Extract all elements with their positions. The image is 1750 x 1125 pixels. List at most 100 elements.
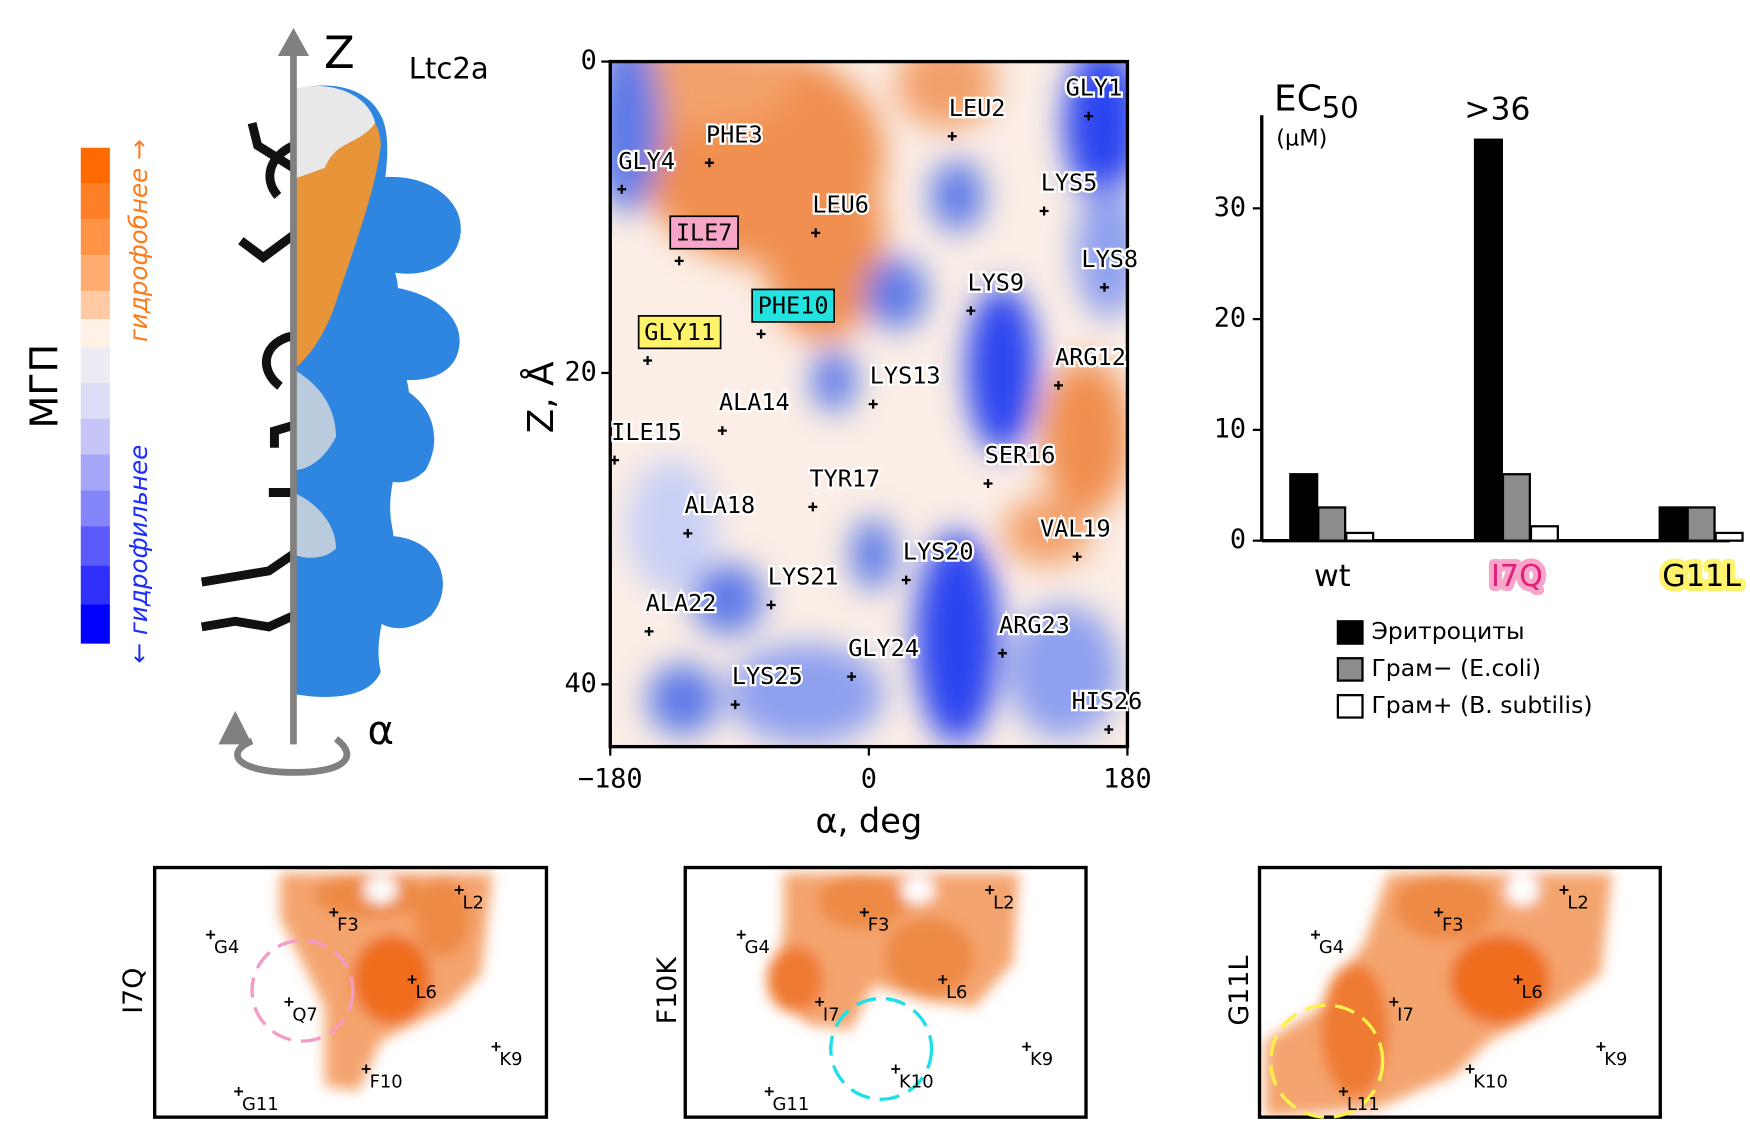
residue-label: LYS9 (967, 268, 1024, 296)
residue-label: L2 (993, 892, 1014, 913)
hydrophilic-label: ← гидрофильнее (124, 445, 153, 664)
residue-label: LYS8 (1081, 245, 1138, 273)
residue-marker (815, 997, 825, 1007)
residue-label: L2 (1567, 892, 1588, 913)
residue-point (1053, 380, 1063, 390)
residue-point (717, 426, 727, 436)
residue-label: LEU2 (949, 94, 1006, 122)
bar-title-sub: 50 (1322, 91, 1359, 125)
x-tick-label: 180 (1103, 764, 1152, 795)
residue-label: F10 (370, 1071, 403, 1092)
label-highlight (669, 215, 739, 250)
residue-label: K9 (1604, 1049, 1627, 1070)
residue-label: Q7 (292, 1004, 318, 1025)
legend-label: Эритроциты (1371, 617, 1524, 645)
residue-label: G11 (242, 1094, 279, 1115)
residue-label: ALA22 (646, 589, 717, 617)
residue-label: G4 (214, 937, 239, 958)
residue-marker (1559, 885, 1569, 895)
panel-frame (683, 865, 1088, 1119)
panel-frame (1257, 865, 1662, 1119)
residue-label: GLY1 (1066, 74, 1123, 102)
residue-point (1099, 282, 1109, 292)
residue-label: ARG23 (999, 611, 1070, 639)
residue-point (997, 648, 1007, 658)
bar (1289, 473, 1319, 542)
residue-marker (206, 930, 216, 940)
residue-label: F3 (337, 915, 359, 936)
residue-label: K10 (899, 1071, 934, 1092)
residue-label: LYS25 (732, 662, 803, 690)
residue-label: L6 (1521, 982, 1542, 1003)
residue-marker (234, 1086, 244, 1096)
bar (1686, 506, 1716, 542)
residue-marker (1311, 930, 1320, 940)
hydrophobic-label: гидрофобнее → (124, 139, 153, 342)
legend-swatch (1336, 620, 1364, 645)
residue-marker (361, 1064, 371, 1074)
mutation-circle (1269, 1003, 1385, 1119)
bar (1714, 531, 1744, 542)
residue-label: GLY11 (644, 318, 715, 346)
x-tick-label: −180 (578, 764, 643, 795)
x-tick-label: 0 (861, 764, 877, 795)
residue-point (868, 399, 878, 409)
residue-point (966, 306, 976, 316)
residue-point (617, 184, 627, 194)
panel-residues: G4 F3 L2 Q7 L6 F10 G11 K9 G4 F3 L2 I7 L6 K10 G11 K9 G4 F3… (206, 885, 1627, 1115)
residue-point (1104, 725, 1114, 734)
molecule-name: Ltc2a (409, 52, 489, 86)
mutant-map (1265, 873, 1613, 1118)
residue-marker (491, 1042, 501, 1052)
residue-point (808, 502, 818, 512)
residue-label: ARG12 (1055, 343, 1126, 371)
residue-point (1039, 206, 1049, 216)
bar (1529, 525, 1559, 542)
y-tick-label: 10 (1214, 413, 1246, 444)
scale-label: МГП (23, 344, 67, 429)
residue-marker (1338, 1086, 1348, 1096)
residue-marker (1389, 997, 1399, 1007)
y-tick-label: 0 (1230, 524, 1246, 555)
residue-label: F3 (1442, 915, 1464, 936)
bar (1658, 506, 1688, 542)
residue-label: TYR17 (809, 465, 880, 493)
mutation-circle (250, 938, 355, 1043)
mutant-map (766, 873, 1019, 1030)
y-tick-label: 20 (1214, 303, 1246, 334)
panel-label: F10K (652, 956, 683, 1025)
residue-point (847, 672, 857, 682)
label-highlight (637, 315, 722, 350)
label-highlight (751, 288, 835, 323)
residue-marker (1465, 1064, 1475, 1074)
legend-swatch (1336, 694, 1364, 719)
residue-point (766, 600, 776, 610)
z-axis-arrow (218, 27, 351, 776)
y-tick-label: 30 (1214, 192, 1246, 223)
residue-label: L6 (415, 982, 436, 1003)
residue-label: K9 (499, 1049, 522, 1070)
residue-label: GLY4 (618, 147, 675, 175)
x-axis-label: α, deg (815, 801, 922, 840)
residue-point (704, 158, 714, 168)
residue-point (674, 256, 684, 266)
residue-marker (891, 1064, 901, 1074)
residue-point (683, 528, 693, 538)
residue-marker (764, 1086, 774, 1096)
residue-marker (736, 930, 746, 940)
residue-label: G4 (745, 937, 770, 958)
legend-label: Грам+ (B. subtilis) (1371, 691, 1592, 719)
residue-point (1084, 111, 1094, 121)
residue-label: PHE10 (758, 292, 829, 320)
residue-point (756, 329, 766, 339)
residue-label: VAL19 (1040, 514, 1111, 542)
residue-label: ALA14 (719, 388, 790, 416)
panel-frame (152, 865, 549, 1119)
panel-label: I7Q (118, 968, 149, 1014)
panel-label: G11L (1224, 956, 1255, 1026)
residue-point (811, 228, 821, 238)
residue-label: K9 (1030, 1049, 1053, 1070)
residue-point (643, 356, 653, 365)
rotation-label: α (368, 707, 395, 754)
